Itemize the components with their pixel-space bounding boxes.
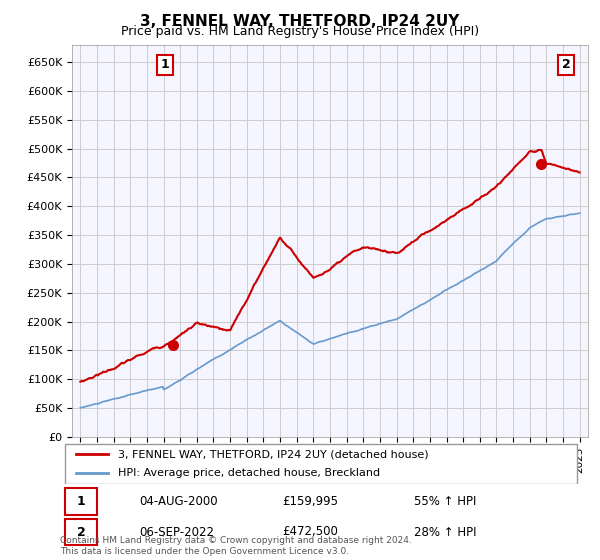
Text: 3, FENNEL WAY, THETFORD, IP24 2UY (detached house): 3, FENNEL WAY, THETFORD, IP24 2UY (detac…: [118, 449, 429, 459]
Text: £472,500: £472,500: [282, 525, 338, 539]
Text: 1: 1: [77, 494, 85, 508]
Text: 04-AUG-2000: 04-AUG-2000: [139, 494, 218, 508]
Text: 28% ↑ HPI: 28% ↑ HPI: [414, 525, 476, 539]
Text: Price paid vs. HM Land Registry's House Price Index (HPI): Price paid vs. HM Land Registry's House …: [121, 25, 479, 38]
Text: 2: 2: [562, 58, 571, 72]
Text: 3, FENNEL WAY, THETFORD, IP24 2UY: 3, FENNEL WAY, THETFORD, IP24 2UY: [140, 14, 460, 29]
Text: 1: 1: [161, 58, 169, 72]
FancyBboxPatch shape: [65, 444, 577, 483]
Text: HPI: Average price, detached house, Breckland: HPI: Average price, detached house, Brec…: [118, 468, 380, 478]
Text: 2: 2: [77, 525, 85, 539]
Text: 06-SEP-2022: 06-SEP-2022: [139, 525, 214, 539]
FancyBboxPatch shape: [65, 519, 97, 545]
Text: £159,995: £159,995: [282, 494, 338, 508]
FancyBboxPatch shape: [65, 488, 97, 515]
Text: Contains HM Land Registry data © Crown copyright and database right 2024.
This d: Contains HM Land Registry data © Crown c…: [60, 536, 412, 556]
Text: 55% ↑ HPI: 55% ↑ HPI: [414, 494, 476, 508]
